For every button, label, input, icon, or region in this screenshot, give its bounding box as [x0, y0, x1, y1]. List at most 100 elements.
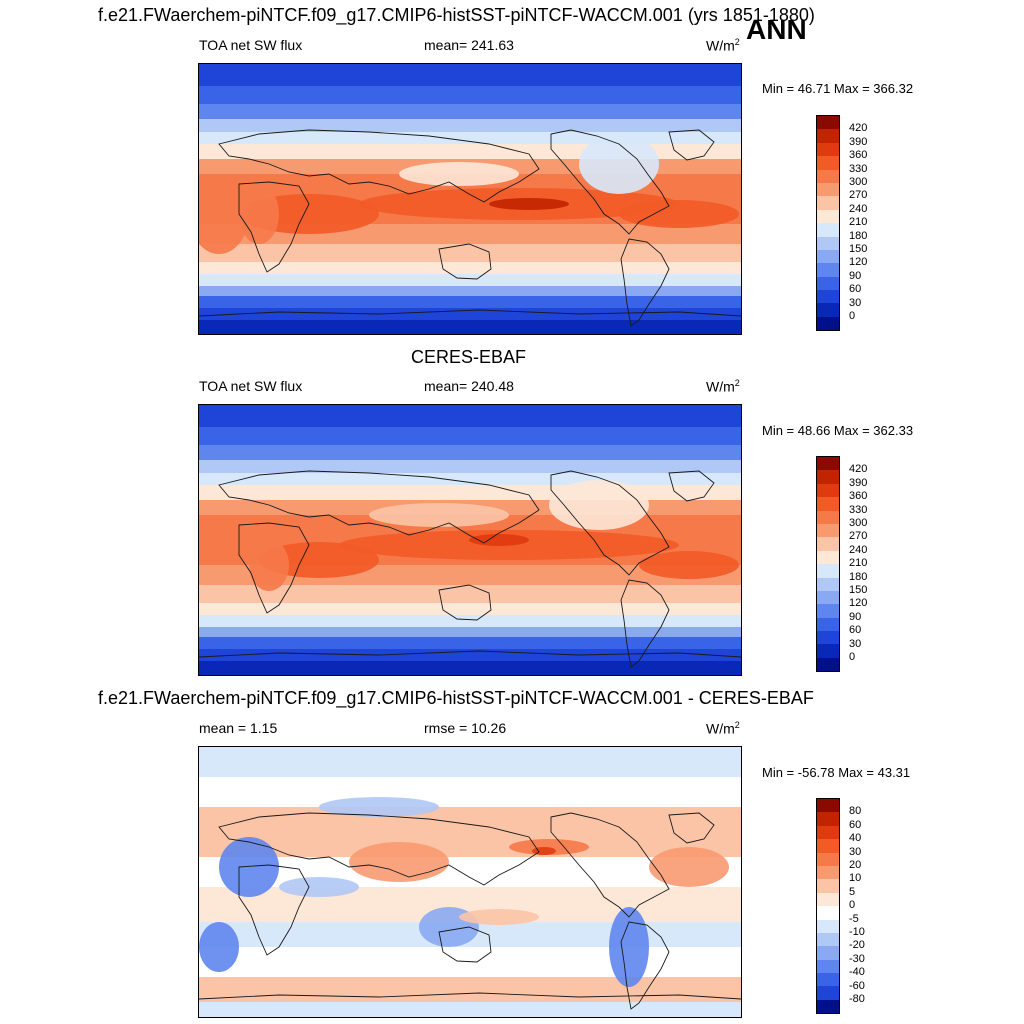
panel3-mean-label: mean = 1.15: [199, 720, 278, 736]
colorbar-swatch: [817, 236, 839, 250]
colorbar-swatch: [817, 510, 839, 524]
panel3-units-label: W/m2: [706, 720, 740, 737]
colorbar-tick-label: 120: [849, 256, 868, 269]
colorbar-swatch: [817, 973, 839, 987]
colorbar-swatch: [817, 196, 839, 210]
colorbar-swatch: [817, 999, 839, 1014]
colorbar-tick-label: 270: [849, 189, 868, 202]
colorbar-tick-label: 180: [849, 229, 868, 242]
panel2-mean-label: mean= 240.48: [424, 378, 514, 394]
panel3-colorbar: [816, 798, 840, 1015]
colorbar-swatch: [817, 986, 839, 1000]
colorbar-swatch: [817, 457, 839, 471]
colorbar-swatch: [817, 564, 839, 578]
panel1-colorbar: [816, 115, 840, 332]
colorbar-tick-label: 30: [849, 845, 862, 858]
colorbar-swatch: [817, 825, 839, 840]
colorbar-swatch: [817, 303, 839, 317]
colorbar-swatch: [817, 156, 839, 170]
colorbar-tick-label: 90: [849, 269, 862, 282]
colorbar-tick-label: 0: [849, 899, 856, 912]
colorbar-tick-label: 10: [849, 872, 862, 885]
colorbar-swatch: [817, 946, 839, 960]
colorbar-swatch: [817, 799, 839, 813]
panel3-difference-map: [198, 746, 742, 1018]
colorbar-tick-label: 240: [849, 202, 868, 215]
colorbar-tick-label: 60: [849, 624, 862, 637]
colorbar-swatch: [817, 223, 839, 237]
colorbar-swatch: [817, 577, 839, 591]
colorbar-tick-label: -40: [849, 966, 865, 979]
panel2-colorbar: [816, 456, 840, 673]
panel2-minmax-label: Min = 48.66 Max = 362.33: [762, 423, 914, 438]
colorbar-tick-label: 120: [849, 597, 868, 610]
colorbar-swatch: [817, 537, 839, 551]
colorbar-tick-label: 0: [849, 310, 856, 322]
colorbar-swatch: [817, 865, 839, 880]
colorbar-swatch: [817, 209, 839, 224]
colorbar-swatch: [817, 959, 839, 974]
colorbar-swatch: [817, 631, 839, 645]
colorbar-swatch: [817, 906, 839, 920]
colorbar-swatch: [817, 812, 839, 826]
colorbar-swatch: [817, 142, 839, 157]
colorbar-tick-label: 420: [849, 463, 868, 476]
colorbar-swatch: [817, 932, 839, 947]
panel2-obs-map: [198, 404, 742, 676]
colorbar-swatch: [817, 116, 839, 130]
colorbar-swatch: [817, 550, 839, 565]
panel1-variable-label: TOA net SW flux: [199, 37, 303, 53]
colorbar-swatch: [817, 590, 839, 605]
colorbar-tick-label: 300: [849, 517, 868, 529]
colorbar-swatch: [817, 263, 839, 277]
colorbar-tick-label: 60: [849, 818, 862, 831]
panel3-title: f.e21.FWaerchem-piNTCF.f09_g17.CMIP6-his…: [98, 688, 814, 708]
colorbar-tick-label: 90: [849, 610, 862, 623]
colorbar-swatch: [817, 129, 839, 143]
colorbar-tick-label: -60: [849, 979, 865, 992]
colorbar-tick-label: -10: [849, 926, 865, 938]
colorbar-swatch: [817, 644, 839, 658]
colorbar-tick-label: 330: [849, 503, 868, 516]
colorbar-tick-label: 360: [849, 149, 868, 162]
colorbar-tick-label: 150: [849, 243, 868, 255]
colorbar-swatch: [817, 483, 839, 498]
panel2-units-label: W/m2: [706, 378, 740, 395]
panel3-minmax-label: Min = -56.78 Max = 43.31: [762, 765, 911, 780]
colorbar-tick-label: 270: [849, 530, 868, 543]
colorbar-tick-label: 80: [849, 805, 862, 818]
colorbar-swatch: [817, 604, 839, 618]
colorbar-tick-label: -30: [849, 952, 865, 965]
colorbar-tick-label: 210: [849, 557, 868, 570]
panel1-model-map: [198, 63, 742, 335]
colorbar-swatch: [817, 497, 839, 511]
case-title: f.e21.FWaerchem-piNTCF.f09_g17.CMIP6-his…: [98, 5, 815, 25]
colorbar-swatch: [817, 290, 839, 304]
colorbar-swatch: [817, 276, 839, 291]
colorbar-swatch: [817, 892, 839, 907]
colorbar-swatch: [817, 169, 839, 183]
panel2-variable-label: TOA net SW flux: [199, 378, 303, 394]
colorbar-tick-label: 240: [849, 543, 868, 556]
colorbar-tick-label: 150: [849, 584, 868, 596]
panel2-title: CERES-EBAF: [411, 347, 527, 367]
panel1-minmax-label: Min = 46.71 Max = 366.32: [762, 81, 914, 96]
colorbar-swatch: [817, 879, 839, 893]
panel1-units-label: W/m2: [706, 37, 740, 54]
colorbar-tick-label: 30: [849, 296, 862, 309]
colorbar-tick-label: 390: [849, 135, 868, 148]
colorbar-swatch: [817, 919, 839, 933]
colorbar-tick-label: -20: [849, 939, 865, 952]
colorbar-tick-label: 180: [849, 570, 868, 583]
colorbar-tick-label: 60: [849, 283, 862, 296]
colorbar-swatch: [817, 249, 839, 264]
colorbar-swatch: [817, 617, 839, 632]
colorbar-tick-label: 40: [849, 832, 862, 845]
colorbar-tick-label: 360: [849, 490, 868, 503]
colorbar-tick-label: 390: [849, 476, 868, 489]
colorbar-tick-label: 420: [849, 122, 868, 135]
colorbar-tick-label: -5: [849, 912, 859, 925]
colorbar-swatch: [817, 839, 839, 853]
colorbar-tick-label: 5: [849, 885, 856, 898]
colorbar-tick-label: 300: [849, 176, 868, 188]
